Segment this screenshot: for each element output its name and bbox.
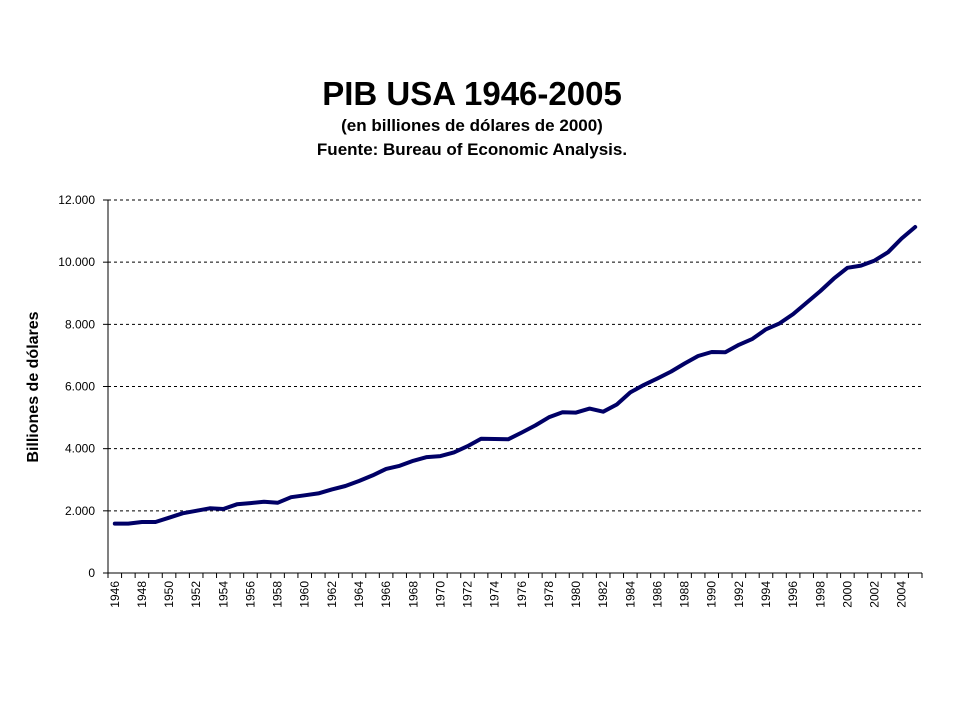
x-tick-label: 1980 xyxy=(569,581,583,608)
x-tick-label: 1950 xyxy=(162,581,176,608)
x-tick-label: 1986 xyxy=(650,581,664,608)
x-tick-label: 1994 xyxy=(759,581,773,608)
chart-source: Fuente: Bureau of Economic Analysis. xyxy=(316,140,628,159)
x-tick-label: 1968 xyxy=(406,581,420,608)
y-axis-label: Billiones de dólares xyxy=(25,311,42,462)
x-tick-label: 1988 xyxy=(678,581,692,608)
x-tick-label: 1958 xyxy=(271,581,285,608)
chart-title-block: PIB USA 1946-2005 (en billiones de dólar… xyxy=(0,74,944,162)
x-tick-label: 1960 xyxy=(298,581,312,608)
x-tick-label: 1978 xyxy=(542,581,556,608)
x-tick-label: 1972 xyxy=(461,581,475,608)
x-tick-label: 1946 xyxy=(108,581,122,608)
y-tick-label: 10.000 xyxy=(58,255,95,269)
y-tick-label: 8.000 xyxy=(65,317,95,331)
y-tick-label: 12.000 xyxy=(58,193,95,207)
x-tick-label: 1956 xyxy=(243,581,257,608)
x-tick-label: 1948 xyxy=(135,581,149,608)
x-tick-label: 1970 xyxy=(433,581,447,608)
x-tick-label: 1990 xyxy=(705,581,719,608)
x-tick-label: 1962 xyxy=(325,581,339,608)
x-tick-label: 2004 xyxy=(895,581,909,608)
x-tick-label: 1996 xyxy=(786,581,800,608)
x-tick-label: 2002 xyxy=(868,581,882,608)
y-tick-label: 2.000 xyxy=(65,504,95,518)
x-tick-label: 1992 xyxy=(732,581,746,608)
x-tick-label: 1982 xyxy=(596,581,610,608)
y-tick-label: 0 xyxy=(88,566,95,580)
chart-subtitle: (en billiones de dólares de 2000) xyxy=(341,116,603,135)
x-tick-label: 1976 xyxy=(515,581,529,608)
x-tick-label: 1998 xyxy=(813,581,827,608)
y-tick-label: 6.000 xyxy=(65,380,95,394)
y-tick-label: 4.000 xyxy=(65,442,95,456)
x-tick-label: 1974 xyxy=(488,581,502,608)
chart-title: PIB USA 1946-2005 xyxy=(322,75,622,112)
series-line xyxy=(112,225,918,526)
x-tick-label: 1954 xyxy=(216,581,230,608)
x-tick-label: 1964 xyxy=(352,581,366,608)
x-tick-label: 1952 xyxy=(189,581,203,608)
x-tick-label: 2000 xyxy=(840,581,854,608)
x-tick-label: 1984 xyxy=(623,581,637,608)
x-tick-label: 1966 xyxy=(379,581,393,608)
